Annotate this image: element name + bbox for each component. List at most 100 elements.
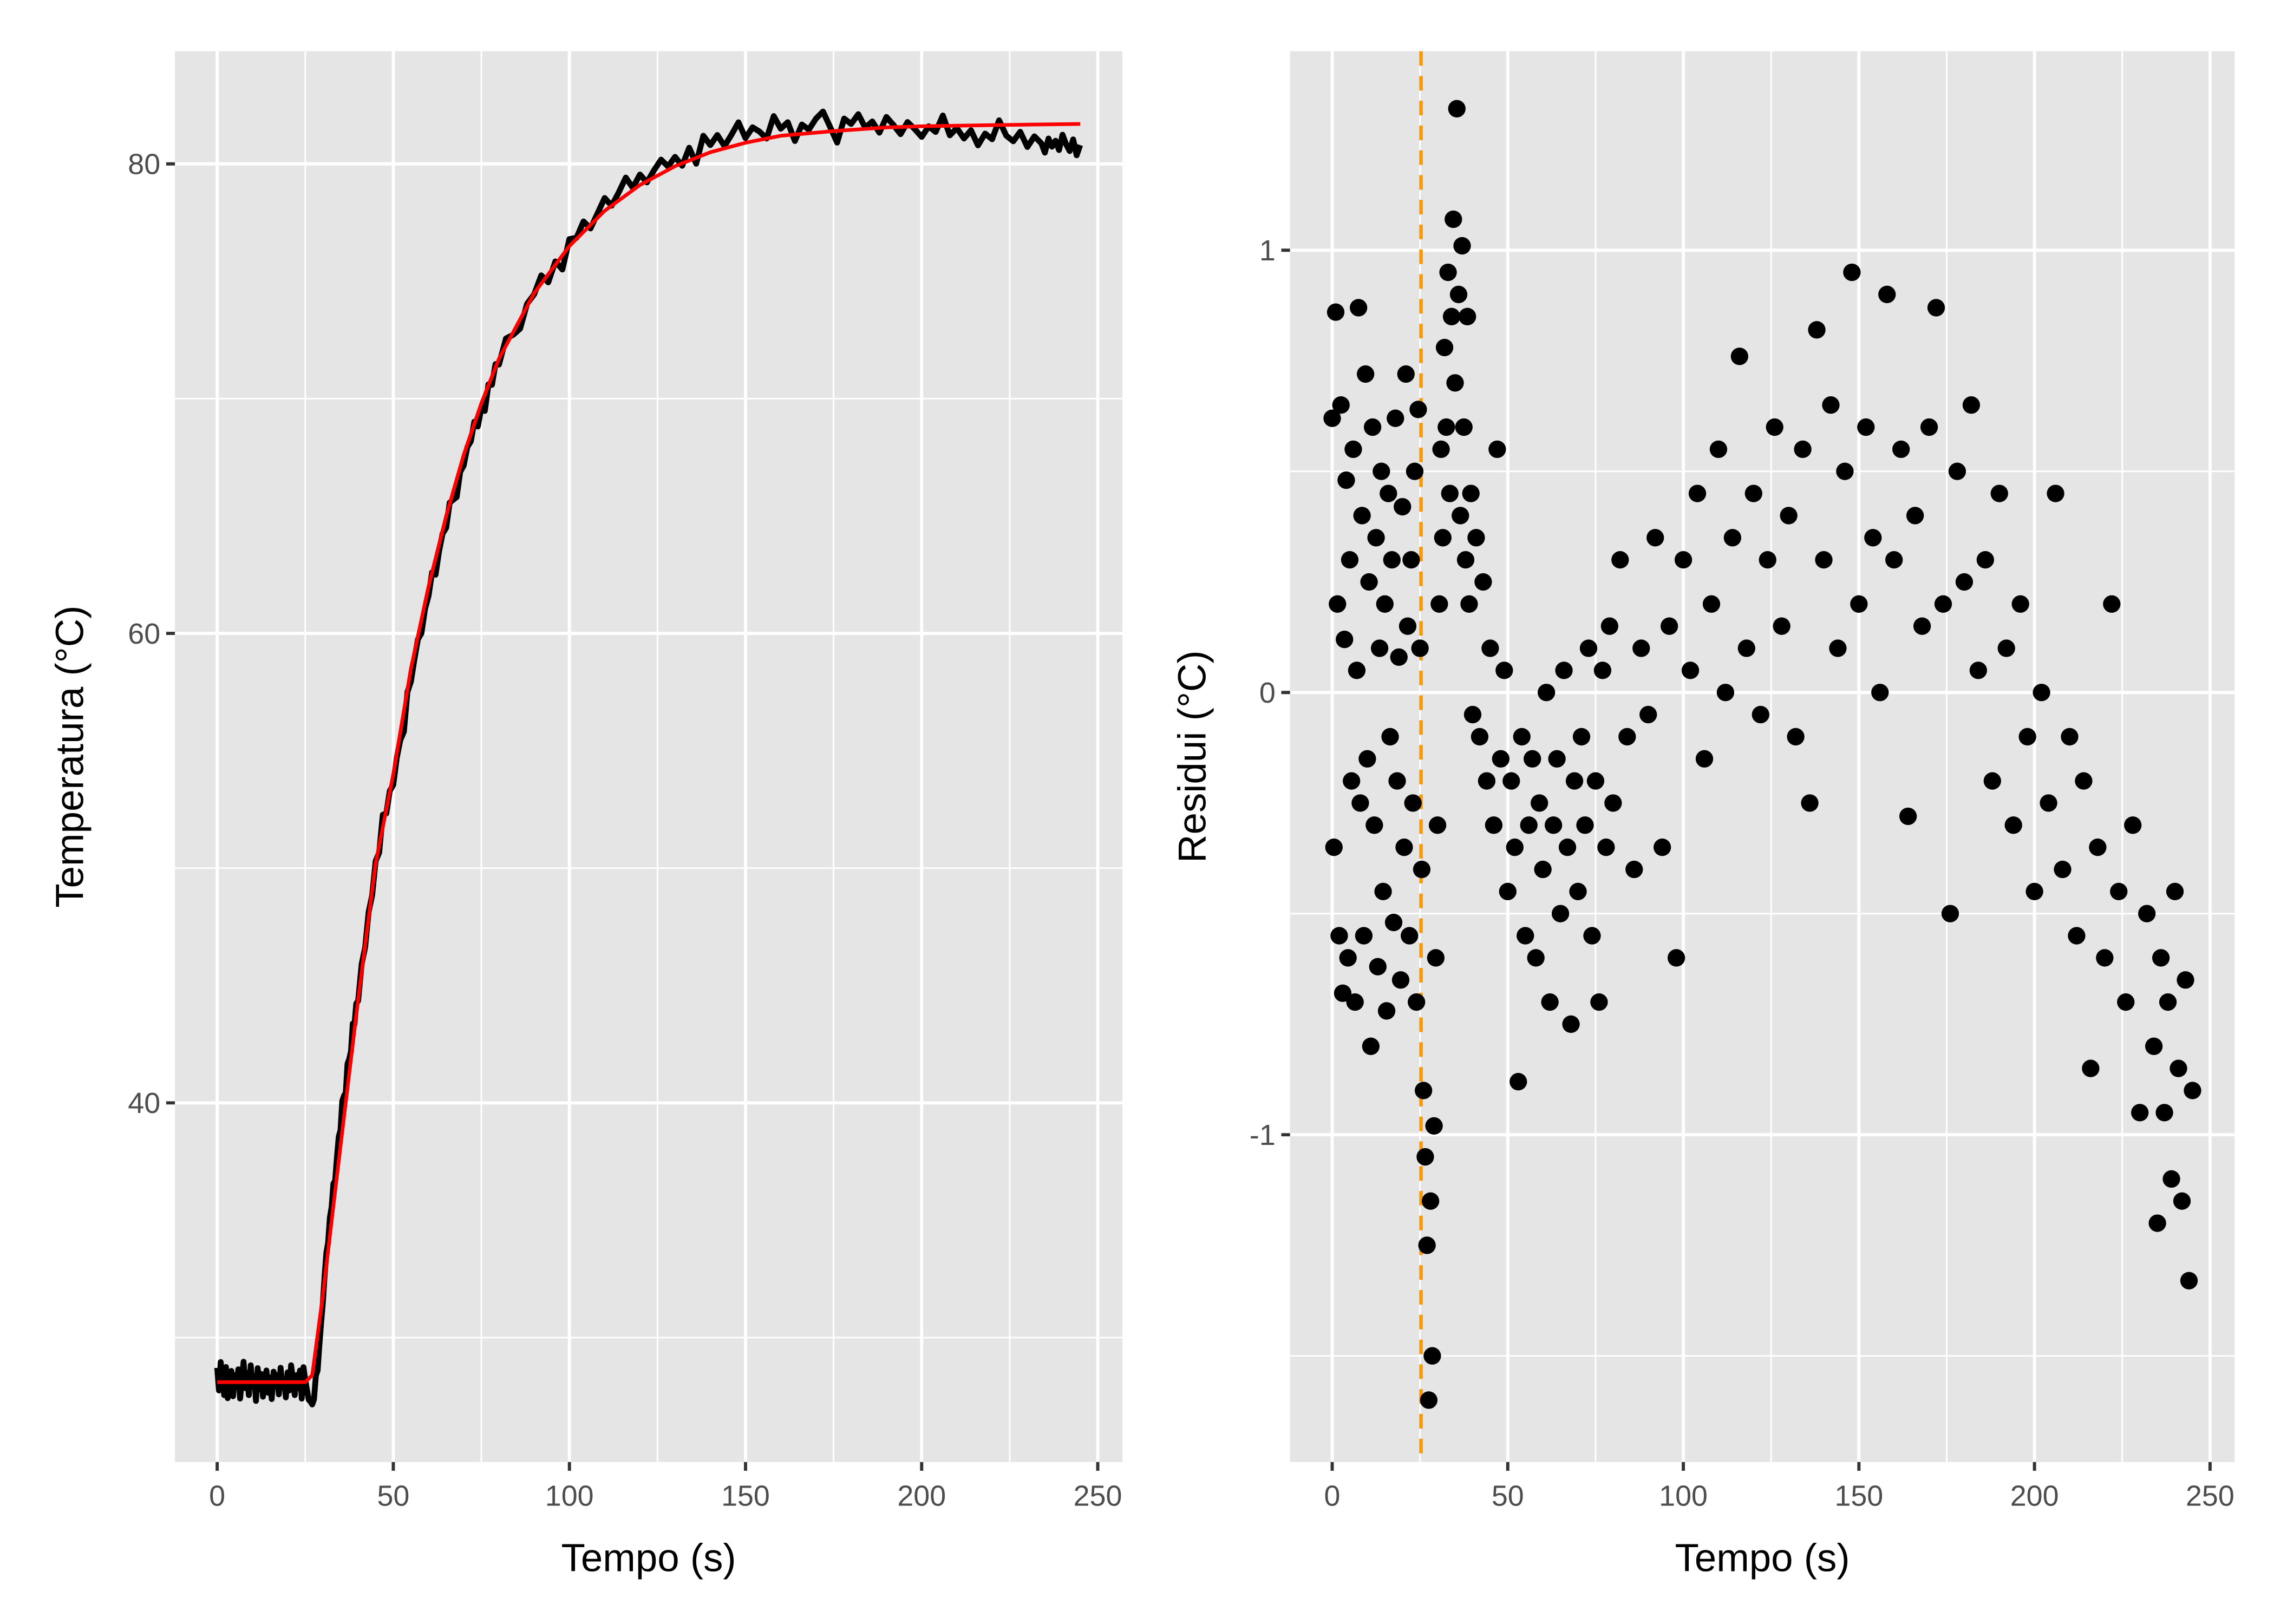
residual-point: [1495, 662, 1513, 679]
residual-point: [1374, 882, 1392, 901]
residual-point: [1380, 484, 1397, 502]
residual-point: [1815, 551, 1833, 569]
residual-point: [1381, 728, 1399, 746]
residual-point: [2068, 927, 2086, 945]
residual-point: [1471, 728, 1489, 746]
residual-point: [1383, 551, 1401, 569]
residual-point: [1941, 905, 1959, 922]
residual-point: [2117, 993, 2135, 1011]
residual-point: [2047, 484, 2064, 502]
temperature-panel: 0 50 100 150 200 250 40 60 80: [128, 51, 1123, 1512]
x-tick-label: 150: [1834, 1480, 1883, 1512]
residual-point: [1481, 639, 1499, 657]
residual-point: [1428, 816, 1447, 834]
residual-point: [1343, 772, 1361, 790]
residual-point: [2004, 816, 2022, 834]
x-tick-label: 250: [1074, 1480, 1122, 1512]
residual-point: [1327, 303, 1345, 321]
residual-point: [1997, 639, 2015, 657]
residual-point: [1373, 462, 1390, 480]
residual-point: [2075, 772, 2093, 790]
residual-point: [1323, 409, 1341, 427]
residual-point: [1513, 728, 1531, 746]
residual-point: [1569, 882, 1587, 901]
residual-point: [1744, 484, 1762, 502]
residual-point: [1646, 529, 1664, 547]
residual-point: [1446, 374, 1464, 392]
residual-point: [2152, 949, 2170, 967]
residual-point: [1437, 418, 1455, 436]
residual-point: [1463, 705, 1482, 724]
residual-point: [1913, 617, 1931, 635]
residual-point: [1376, 595, 1394, 613]
residual-point: [1334, 984, 1352, 1002]
residual-point: [2184, 1082, 2201, 1099]
y-tick-label: 80: [128, 148, 160, 181]
x-tick-label: 200: [897, 1480, 946, 1512]
residual-point: [1576, 816, 1594, 834]
residual-point: [1355, 927, 1373, 945]
residual-point: [1348, 662, 1366, 679]
y-tick-label: 60: [128, 618, 160, 650]
plot-background: [1290, 51, 2235, 1462]
residual-point: [1485, 816, 1503, 834]
residual-point: [1411, 639, 1429, 657]
residual-point: [2166, 882, 2184, 901]
residual-point: [2148, 1214, 2166, 1232]
residual-point: [1927, 299, 1945, 317]
residual-point: [1730, 348, 1748, 365]
residual-point: [1695, 750, 1714, 768]
residual-point: [1456, 551, 1475, 569]
residual-point: [1829, 639, 1847, 657]
residual-point: [2145, 1037, 2163, 1055]
residual-point: [1362, 1037, 1380, 1055]
residual-point: [2011, 595, 2029, 613]
residual-point: [1983, 772, 2001, 790]
residual-point: [1780, 507, 1798, 525]
residual-point: [1976, 551, 1994, 569]
residual-point: [2103, 595, 2121, 613]
left-y-axis-title: Temperatura (°C): [48, 606, 92, 908]
x-tick-label: 200: [2010, 1480, 2059, 1512]
residual-point: [2018, 728, 2036, 746]
residual-point: [2089, 839, 2107, 856]
residual-point: [1390, 648, 1408, 666]
residual-point: [1611, 551, 1629, 569]
residual-point: [2170, 1059, 2187, 1077]
residual-point: [2177, 971, 2194, 989]
residual-point: [1537, 684, 1556, 702]
residual-point: [2040, 794, 2057, 812]
residual-point: [1583, 927, 1601, 945]
residual-point: [2180, 1272, 2198, 1289]
residual-point: [1384, 913, 1403, 932]
residual-point: [1441, 484, 1459, 502]
residual-point: [2162, 1170, 2180, 1188]
residual-point: [1723, 529, 1742, 547]
residual-point: [1445, 210, 1462, 228]
residual-point: [1330, 927, 1348, 945]
residual-point: [1990, 484, 2008, 502]
residual-point: [2061, 728, 2079, 746]
residual-point: [1654, 839, 1671, 856]
residual-point: [1423, 1347, 1441, 1365]
residual-point: [2159, 993, 2177, 1011]
residual-point: [1329, 595, 1347, 613]
residual-point: [1439, 263, 1457, 281]
residual-point: [1871, 684, 1889, 702]
x-tick-label: 0: [209, 1480, 225, 1512]
residual-point: [1531, 794, 1548, 812]
x-tick-label: 0: [1324, 1480, 1341, 1512]
residual-point: [1737, 639, 1755, 657]
residual-point: [1604, 794, 1622, 812]
residual-point: [1562, 1015, 1580, 1033]
residual-point: [1350, 299, 1368, 317]
x-tick-label: 150: [721, 1480, 770, 1512]
residual-point: [1759, 551, 1776, 569]
residual-point: [1358, 750, 1376, 768]
residual-point: [1555, 662, 1573, 679]
residual-point: [1460, 595, 1478, 613]
residual-point: [1418, 1236, 1436, 1254]
residual-point: [1467, 529, 1485, 547]
residual-point: [1527, 949, 1545, 967]
